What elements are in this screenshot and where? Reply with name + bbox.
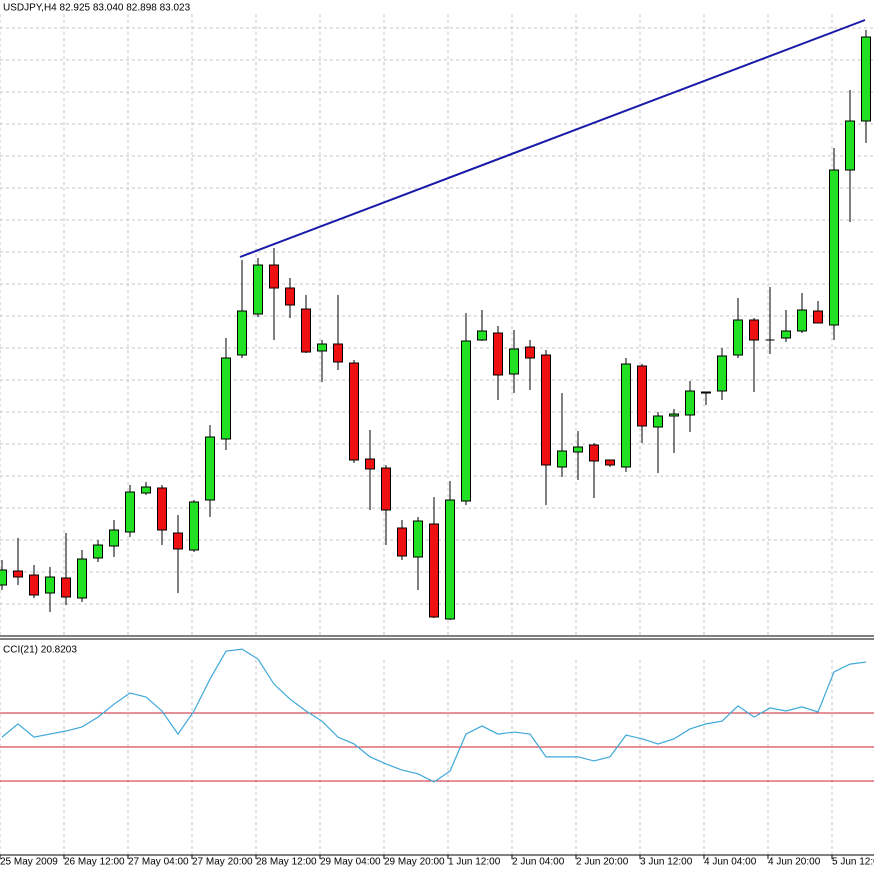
chart-title: USDJPY,H4 82.925 83.040 82.898 83.023	[3, 3, 191, 14]
x-tick-label: 3 Jun 12:00	[640, 857, 693, 868]
candle-body	[845, 120, 855, 171]
candle-body	[541, 354, 551, 466]
x-tick-label: 2 Jun 20:00	[576, 857, 629, 868]
trend-line	[239, 19, 866, 258]
candle-body	[669, 413, 679, 417]
candle-body	[189, 501, 199, 551]
candle-body	[477, 330, 487, 341]
x-tick-label: 26 May 12:00	[64, 857, 125, 868]
candle-body	[77, 558, 87, 599]
candle-body	[509, 348, 519, 375]
candle-body	[109, 529, 119, 547]
x-tick-label: 1 Jun 12:00	[448, 857, 501, 868]
candle-body	[589, 444, 599, 462]
candle-body	[285, 287, 295, 306]
candle-body	[173, 532, 183, 550]
candle-body	[829, 169, 839, 326]
candle-body	[685, 390, 695, 416]
candle-body	[317, 343, 327, 352]
candle-body	[13, 570, 23, 578]
x-tick-label: 4 Jun 20:00	[768, 857, 821, 868]
candle-body	[461, 340, 471, 502]
x-tick-label: 29 May 20:00	[384, 857, 445, 868]
candle-body	[125, 491, 135, 533]
indicator-title: CCI(21) 20.8203	[3, 645, 77, 656]
x-tick-label: 29 May 04:00	[320, 857, 381, 868]
candle-body	[397, 527, 407, 557]
candle-body	[221, 357, 231, 440]
candle-body	[733, 319, 743, 356]
x-tick-label: 27 May 20:00	[192, 857, 253, 868]
x-tick-label: 28 May 12:00	[256, 857, 317, 868]
candle-body	[157, 487, 167, 531]
candle-body	[653, 415, 663, 428]
x-tick-label: 5 Jun 12:00	[832, 857, 874, 868]
candle-body	[301, 308, 311, 353]
candle-body	[349, 362, 359, 461]
x-tick-label: 27 May 04:00	[128, 857, 189, 868]
candle-body	[93, 544, 103, 559]
candle-body	[445, 499, 455, 620]
candle-body	[253, 264, 263, 315]
candle-body	[45, 576, 55, 594]
candle-body	[237, 310, 247, 356]
candle-body	[557, 450, 567, 468]
candle-body	[621, 363, 631, 468]
candle-body	[29, 574, 39, 596]
candle-body	[61, 577, 71, 598]
candle-body	[605, 459, 615, 466]
candle-body	[205, 436, 215, 501]
candle-body	[573, 446, 583, 453]
candle-body	[365, 458, 375, 470]
x-tick-label: 25 May 2009	[0, 857, 58, 868]
candle-body	[333, 343, 343, 363]
candle-body	[813, 310, 823, 324]
candle-body	[141, 486, 151, 494]
candle-body	[525, 346, 535, 359]
candle-body	[861, 36, 871, 122]
grid	[0, 14, 874, 854]
candle-body	[797, 309, 807, 332]
candle-body	[413, 520, 423, 558]
candle-body	[637, 365, 647, 427]
candle-body	[0, 569, 7, 586]
candle-body	[701, 391, 711, 394]
candle-body	[269, 264, 279, 289]
candle-body	[749, 319, 759, 341]
candle-body	[381, 467, 391, 511]
cci-line	[1, 648, 867, 783]
candle-body	[717, 355, 727, 392]
candle-body	[493, 332, 503, 376]
x-tick-label: 2 Jun 04:00	[512, 857, 565, 868]
candle-body	[429, 523, 439, 618]
candle-body	[781, 330, 791, 339]
x-tick-label: 4 Jun 04:00	[704, 857, 757, 868]
